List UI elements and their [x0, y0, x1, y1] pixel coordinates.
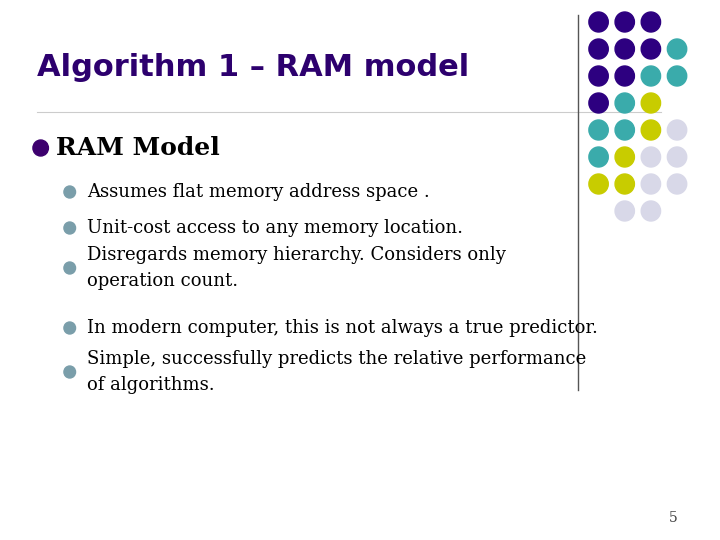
Circle shape [667, 147, 687, 167]
Circle shape [64, 186, 76, 198]
Text: Unit-cost access to any memory location.: Unit-cost access to any memory location. [87, 219, 463, 237]
Circle shape [615, 147, 634, 167]
Circle shape [64, 222, 76, 234]
Text: In modern computer, this is not always a true predictor.: In modern computer, this is not always a… [87, 319, 598, 337]
Circle shape [615, 93, 634, 113]
Circle shape [589, 39, 608, 59]
Circle shape [642, 12, 660, 32]
Circle shape [667, 120, 687, 140]
Text: Algorithm 1 – RAM model: Algorithm 1 – RAM model [37, 53, 469, 83]
Circle shape [642, 93, 660, 113]
Circle shape [33, 140, 48, 156]
Circle shape [589, 66, 608, 86]
Circle shape [589, 93, 608, 113]
Circle shape [667, 39, 687, 59]
Text: Simple, successfully predicts the relative performance
of algorithms.: Simple, successfully predicts the relati… [87, 350, 586, 394]
Text: Assumes flat memory address space .: Assumes flat memory address space . [87, 183, 430, 201]
Circle shape [667, 174, 687, 194]
Circle shape [64, 262, 76, 274]
Circle shape [589, 120, 608, 140]
Circle shape [642, 66, 660, 86]
Circle shape [64, 322, 76, 334]
Circle shape [615, 201, 634, 221]
Circle shape [589, 12, 608, 32]
Circle shape [615, 174, 634, 194]
Circle shape [615, 66, 634, 86]
Text: RAM Model: RAM Model [56, 136, 220, 160]
Circle shape [589, 147, 608, 167]
Circle shape [642, 120, 660, 140]
Text: Disregards memory hierarchy. Considers only
operation count.: Disregards memory hierarchy. Considers o… [87, 246, 506, 290]
Circle shape [667, 66, 687, 86]
Text: 5: 5 [670, 511, 678, 525]
Circle shape [615, 12, 634, 32]
Circle shape [64, 366, 76, 378]
Circle shape [642, 39, 660, 59]
Circle shape [589, 174, 608, 194]
Circle shape [615, 39, 634, 59]
Circle shape [615, 120, 634, 140]
Circle shape [642, 174, 660, 194]
Circle shape [642, 147, 660, 167]
Circle shape [642, 201, 660, 221]
